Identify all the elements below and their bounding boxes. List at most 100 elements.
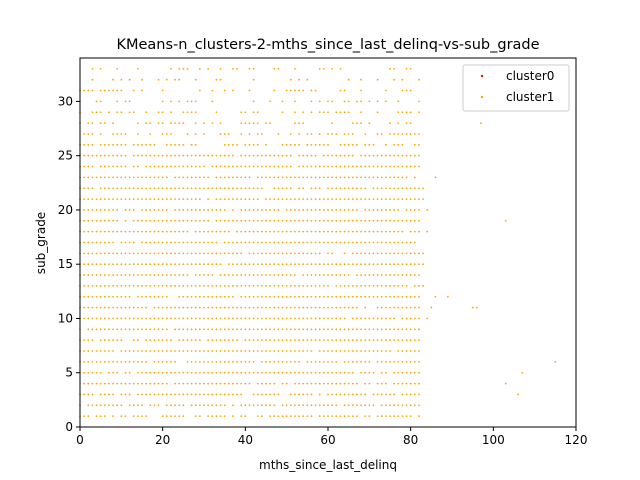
scatter-point-cluster1 [318,393,321,396]
scatter-point-cluster1 [343,360,346,363]
scatter-point-cluster1 [281,404,284,407]
scatter-point-cluster1 [302,154,305,157]
scatter-point-cluster1 [99,382,102,385]
scatter-point-cluster1 [269,285,272,287]
scatter-point-cluster1 [405,339,408,342]
scatter-point-cluster1 [165,285,168,287]
scatter-point-cluster1 [244,285,247,287]
scatter-point-cluster1 [95,219,98,222]
scatter-point-cluster1 [186,252,189,255]
scatter-point-cluster1 [364,404,367,407]
scatter-point-cluster1 [132,328,135,331]
scatter-point-cluster1 [289,241,292,244]
scatter-point-cluster1 [273,198,276,200]
scatter-point-cluster1 [108,89,110,92]
scatter-point-cluster1 [413,241,416,244]
scatter-point-cluster1 [136,165,139,168]
scatter-point-cluster1 [343,230,346,233]
scatter-point-cluster1 [223,154,226,157]
scatter-point-cluster1 [178,154,181,157]
scatter-point-cluster1 [99,133,102,135]
scatter-point-cluster1 [178,274,181,276]
scatter-point-cluster1 [277,339,280,342]
scatter-point-cluster1 [413,393,416,396]
scatter-point-cluster1 [223,252,226,255]
scatter-point-cluster1 [207,252,210,255]
scatter-point-cluster1 [356,165,358,168]
scatter-point-cluster1 [219,350,222,352]
scatter-point-cluster1 [294,328,296,331]
scatter-point-cluster1 [306,209,309,211]
scatter-point-cluster1 [322,350,325,352]
scatter-point-cluster1 [413,285,416,287]
scatter-point-cluster1 [418,143,420,146]
scatter-point-cluster1 [103,360,106,363]
scatter-point-cluster1 [190,360,193,363]
scatter-point-cluster1 [149,382,152,385]
scatter-point-cluster1 [248,154,251,157]
scatter-point-cluster1 [149,198,152,200]
scatter-point-cluster1 [178,263,181,266]
scatter-point-cluster1 [145,209,148,211]
scatter-point-cluster1 [211,360,214,363]
scatter-point-cluster1 [289,306,292,309]
scatter-point-cluster1 [418,133,420,135]
scatter-point-cluster1 [223,371,226,374]
scatter-point-cluster1 [256,350,259,352]
scatter-point-cluster1 [401,360,404,363]
scatter-point-cluster1 [145,328,148,331]
scatter-point-cluster1 [165,78,168,81]
scatter-point-cluster1 [418,371,420,374]
scatter-point-cluster1 [277,328,280,331]
scatter-point-cluster1 [298,371,300,374]
scatter-point-cluster1 [91,165,94,168]
scatter-point-cluster1 [120,133,123,135]
scatter-point-cluster1 [360,252,362,255]
scatter-point-cluster1 [174,382,176,385]
scatter-point-cluster1 [269,415,272,418]
scatter-point-cluster1 [273,176,276,179]
scatter-point-cluster1 [103,122,106,125]
scatter-point-cluster1 [145,393,148,396]
scatter-point-cluster1 [232,317,234,320]
scatter-point-cluster1 [318,274,321,276]
scatter-point-cluster1 [240,122,243,125]
scatter-point-cluster1 [232,295,234,298]
scatter-point-cluster1 [83,360,86,363]
scatter-point-cluster1 [112,317,114,320]
scatter-point-cluster1 [384,176,387,179]
scatter-point-cluster1 [87,230,90,233]
scatter-point-cluster1 [368,274,371,276]
scatter-point-cluster1 [91,143,94,146]
scatter-point-cluster1 [248,198,251,200]
scatter-point-cluster1 [83,371,86,374]
scatter-point-cluster1 [182,67,185,70]
scatter-point-cluster1 [314,241,317,244]
scatter-point-cluster1 [240,219,243,222]
scatter-point-cluster1 [91,176,94,179]
scatter-point-cluster1 [393,382,396,385]
scatter-point-cluster1 [83,350,86,352]
scatter-point-cluster1 [207,328,210,331]
scatter-point-cluster1 [393,415,396,418]
scatter-point-cluster1 [360,78,362,81]
scatter-point-cluster1 [178,122,181,125]
scatter-point-cluster1 [376,415,379,418]
scatter-point-cluster1 [136,263,139,266]
scatter-point-cluster1 [389,252,391,255]
scatter-point-cluster1 [376,306,379,309]
scatter-point-cluster1 [405,252,408,255]
scatter-point-cluster1 [318,328,321,331]
scatter-point-cluster1 [165,371,168,374]
scatter-point-cluster1 [335,230,338,233]
scatter-point-cluster1 [153,306,156,309]
scatter-point-cluster1 [145,230,148,233]
scatter-point-cluster1 [141,187,143,190]
scatter-point-cluster1 [310,111,313,114]
scatter-point-cluster1 [207,306,210,309]
scatter-point-cluster1 [87,393,90,396]
scatter-point-cluster1 [310,328,313,331]
scatter-point-cluster1 [161,187,164,190]
scatter-point-cluster1 [112,176,114,179]
scatter-point-cluster1 [372,393,375,396]
